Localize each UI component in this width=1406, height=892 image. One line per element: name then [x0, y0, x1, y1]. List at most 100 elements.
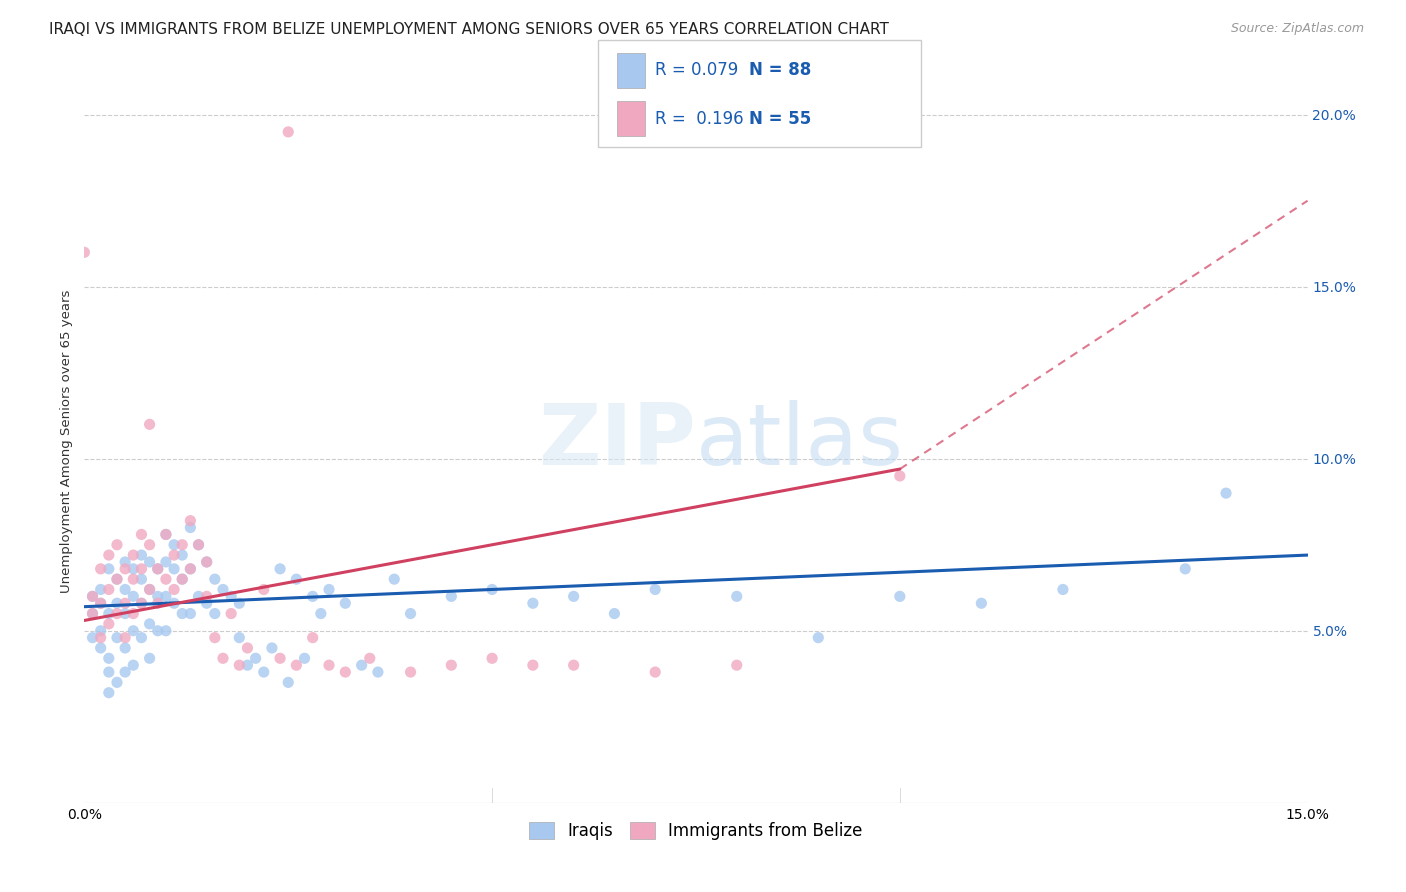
- Point: [1215, 486, 1237, 500]
- Point: [172, 572, 194, 586]
- Point: [122, 607, 145, 621]
- Point: [318, 658, 340, 673]
- Point: [82, 590, 104, 604]
- Text: Source: ZipAtlas.com: Source: ZipAtlas.com: [1230, 22, 1364, 36]
- Point: [644, 665, 666, 679]
- Point: [481, 582, 503, 597]
- Point: [105, 596, 128, 610]
- Point: [522, 658, 544, 673]
- Point: [269, 562, 291, 576]
- Point: [1052, 582, 1074, 597]
- Point: [82, 607, 104, 621]
- Point: [335, 665, 357, 679]
- Text: atlas: atlas: [696, 400, 904, 483]
- Point: [105, 607, 128, 621]
- Point: [97, 616, 120, 631]
- Text: N = 88: N = 88: [749, 62, 811, 79]
- Point: [253, 582, 276, 597]
- Point: [187, 538, 209, 552]
- Point: [970, 596, 993, 610]
- Point: [138, 538, 160, 552]
- Point: [277, 675, 299, 690]
- Point: [219, 607, 242, 621]
- Point: [114, 562, 136, 576]
- Point: [90, 582, 112, 597]
- Point: [163, 596, 186, 610]
- Text: N = 55: N = 55: [749, 110, 811, 128]
- Point: [245, 651, 267, 665]
- Point: [146, 562, 169, 576]
- Point: [114, 607, 136, 621]
- Point: [350, 658, 373, 673]
- Point: [367, 665, 389, 679]
- Point: [146, 562, 169, 576]
- Text: R = 0.079: R = 0.079: [655, 62, 738, 79]
- Point: [138, 651, 160, 665]
- Point: [285, 572, 308, 586]
- Point: [195, 555, 218, 569]
- Point: [155, 527, 177, 541]
- Y-axis label: Unemployment Among Seniors over 65 years: Unemployment Among Seniors over 65 years: [60, 290, 73, 593]
- Point: [562, 590, 585, 604]
- Point: [82, 607, 104, 621]
- Point: [155, 624, 177, 638]
- Point: [155, 590, 177, 604]
- Point: [97, 651, 120, 665]
- Point: [138, 582, 160, 597]
- Point: [399, 607, 422, 621]
- Point: [146, 624, 169, 638]
- Point: [114, 582, 136, 597]
- Point: [131, 562, 153, 576]
- Point: [90, 631, 112, 645]
- Point: [90, 596, 112, 610]
- Text: IRAQI VS IMMIGRANTS FROM BELIZE UNEMPLOYMENT AMONG SENIORS OVER 65 YEARS CORRELA: IRAQI VS IMMIGRANTS FROM BELIZE UNEMPLOY…: [49, 22, 889, 37]
- Text: R =  0.196: R = 0.196: [655, 110, 744, 128]
- Point: [163, 538, 186, 552]
- Point: [294, 651, 316, 665]
- Point: [187, 590, 209, 604]
- Point: [172, 548, 194, 562]
- Point: [131, 527, 153, 541]
- Point: [172, 538, 194, 552]
- Point: [179, 562, 201, 576]
- Point: [228, 658, 250, 673]
- Point: [114, 665, 136, 679]
- Legend: Iraqis, Immigrants from Belize: Iraqis, Immigrants from Belize: [520, 814, 872, 848]
- Point: [204, 631, 226, 645]
- Point: [269, 651, 291, 665]
- Point: [204, 572, 226, 586]
- Point: [97, 548, 120, 562]
- Point: [359, 651, 381, 665]
- Point: [155, 572, 177, 586]
- Point: [122, 590, 145, 604]
- Point: [82, 631, 104, 645]
- Point: [90, 624, 112, 638]
- Point: [399, 665, 422, 679]
- Point: [236, 658, 259, 673]
- Point: [122, 548, 145, 562]
- Point: [807, 631, 830, 645]
- Point: [179, 562, 201, 576]
- Point: [163, 548, 186, 562]
- Point: [146, 590, 169, 604]
- Point: [90, 640, 112, 655]
- Point: [318, 582, 340, 597]
- Point: [163, 582, 186, 597]
- Text: ZIP: ZIP: [538, 400, 696, 483]
- Point: [481, 651, 503, 665]
- Point: [195, 590, 218, 604]
- Point: [105, 631, 128, 645]
- Point: [114, 596, 136, 610]
- Point: [172, 572, 194, 586]
- Point: [522, 596, 544, 610]
- Point: [163, 562, 186, 576]
- Point: [97, 686, 120, 700]
- Point: [236, 640, 259, 655]
- Point: [131, 596, 153, 610]
- Point: [603, 607, 626, 621]
- Point: [114, 555, 136, 569]
- Point: [105, 538, 128, 552]
- Point: [179, 514, 201, 528]
- Point: [562, 658, 585, 673]
- Point: [212, 651, 235, 665]
